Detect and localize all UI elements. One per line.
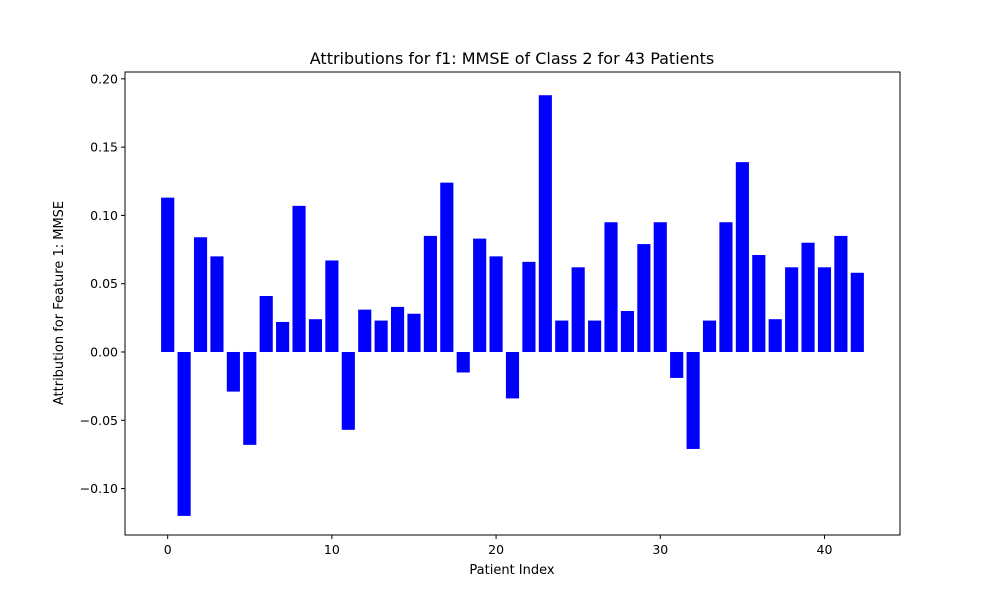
chart-title: Attributions for f1: MMSE of Class 2 for… bbox=[310, 49, 714, 68]
bar-patient-21 bbox=[505, 351, 520, 399]
bar-patient-3 bbox=[210, 256, 224, 352]
bar-patient-25 bbox=[571, 267, 585, 352]
bar-patient-27 bbox=[604, 222, 618, 352]
bar-patient-35 bbox=[735, 162, 749, 352]
x-tick-label: 20 bbox=[488, 542, 504, 557]
bar-patient-6 bbox=[259, 295, 273, 352]
bar-patient-18 bbox=[456, 351, 470, 373]
bar-patient-37 bbox=[768, 319, 782, 352]
x-tick-label: 40 bbox=[817, 542, 833, 557]
bar-patient-40 bbox=[817, 267, 832, 352]
bar-patient-22 bbox=[522, 261, 536, 352]
x-axis: 0 10 20 30 40 bbox=[164, 535, 833, 557]
bar-patient-16 bbox=[423, 235, 437, 352]
plot-frame bbox=[124, 71, 901, 536]
bar-patient-9 bbox=[308, 319, 323, 352]
bar-patient-5 bbox=[243, 351, 257, 445]
bar-patient-24 bbox=[555, 320, 569, 352]
y-tick-label: 0.00 bbox=[90, 344, 118, 359]
bar-patient-0 bbox=[161, 197, 175, 352]
bar-patient-17 bbox=[440, 182, 454, 352]
bar-patient-8 bbox=[292, 205, 306, 352]
y-tick-label: 0.10 bbox=[90, 208, 118, 223]
bar-patient-19 bbox=[473, 238, 487, 352]
bar-patient-7 bbox=[276, 321, 290, 352]
bar-patient-11 bbox=[341, 351, 355, 430]
bar-patient-2 bbox=[193, 237, 208, 352]
bar-patient-34 bbox=[719, 222, 733, 352]
bar-patient-14 bbox=[390, 306, 405, 352]
bar-patient-32 bbox=[686, 351, 700, 449]
bar-patient-33 bbox=[702, 320, 717, 352]
x-axis-label: Patient Index bbox=[469, 563, 554, 578]
y-axis-label: Attribution for Feature 1: MMSE bbox=[52, 201, 67, 405]
y-tick-label: 0.15 bbox=[90, 140, 118, 155]
bar-patient-28 bbox=[620, 311, 635, 352]
bar-patient-29 bbox=[637, 244, 651, 352]
bar-patient-31 bbox=[670, 351, 684, 378]
x-tick-label: 10 bbox=[324, 542, 340, 557]
bar-patient-36 bbox=[752, 255, 766, 352]
y-axis: −0.10 −0.05 0.00 0.05 0.10 0.15 0.20 bbox=[80, 71, 125, 496]
bars bbox=[161, 95, 864, 516]
bar-patient-10 bbox=[325, 260, 339, 352]
bar-patient-42 bbox=[850, 272, 864, 352]
bar-patient-38 bbox=[785, 267, 799, 352]
bar-patient-26 bbox=[588, 320, 602, 352]
bar-patient-15 bbox=[407, 313, 421, 352]
y-tick-label: −0.05 bbox=[80, 413, 118, 428]
bar-patient-4 bbox=[226, 351, 240, 392]
x-tick-label: 0 bbox=[164, 542, 172, 557]
y-tick-label: 0.05 bbox=[90, 276, 118, 291]
bar-patient-13 bbox=[374, 320, 388, 352]
bar-patient-12 bbox=[358, 309, 372, 352]
bar-patient-23 bbox=[538, 95, 552, 352]
bar-patient-39 bbox=[801, 242, 815, 352]
bar-patient-20 bbox=[489, 256, 503, 352]
y-tick-label: −0.10 bbox=[80, 481, 118, 496]
bar-patient-1 bbox=[177, 351, 191, 516]
x-tick-label: 30 bbox=[652, 542, 668, 557]
y-tick-label: 0.20 bbox=[90, 71, 118, 86]
bar-patient-30 bbox=[653, 222, 667, 352]
bar-patient-41 bbox=[834, 235, 848, 352]
